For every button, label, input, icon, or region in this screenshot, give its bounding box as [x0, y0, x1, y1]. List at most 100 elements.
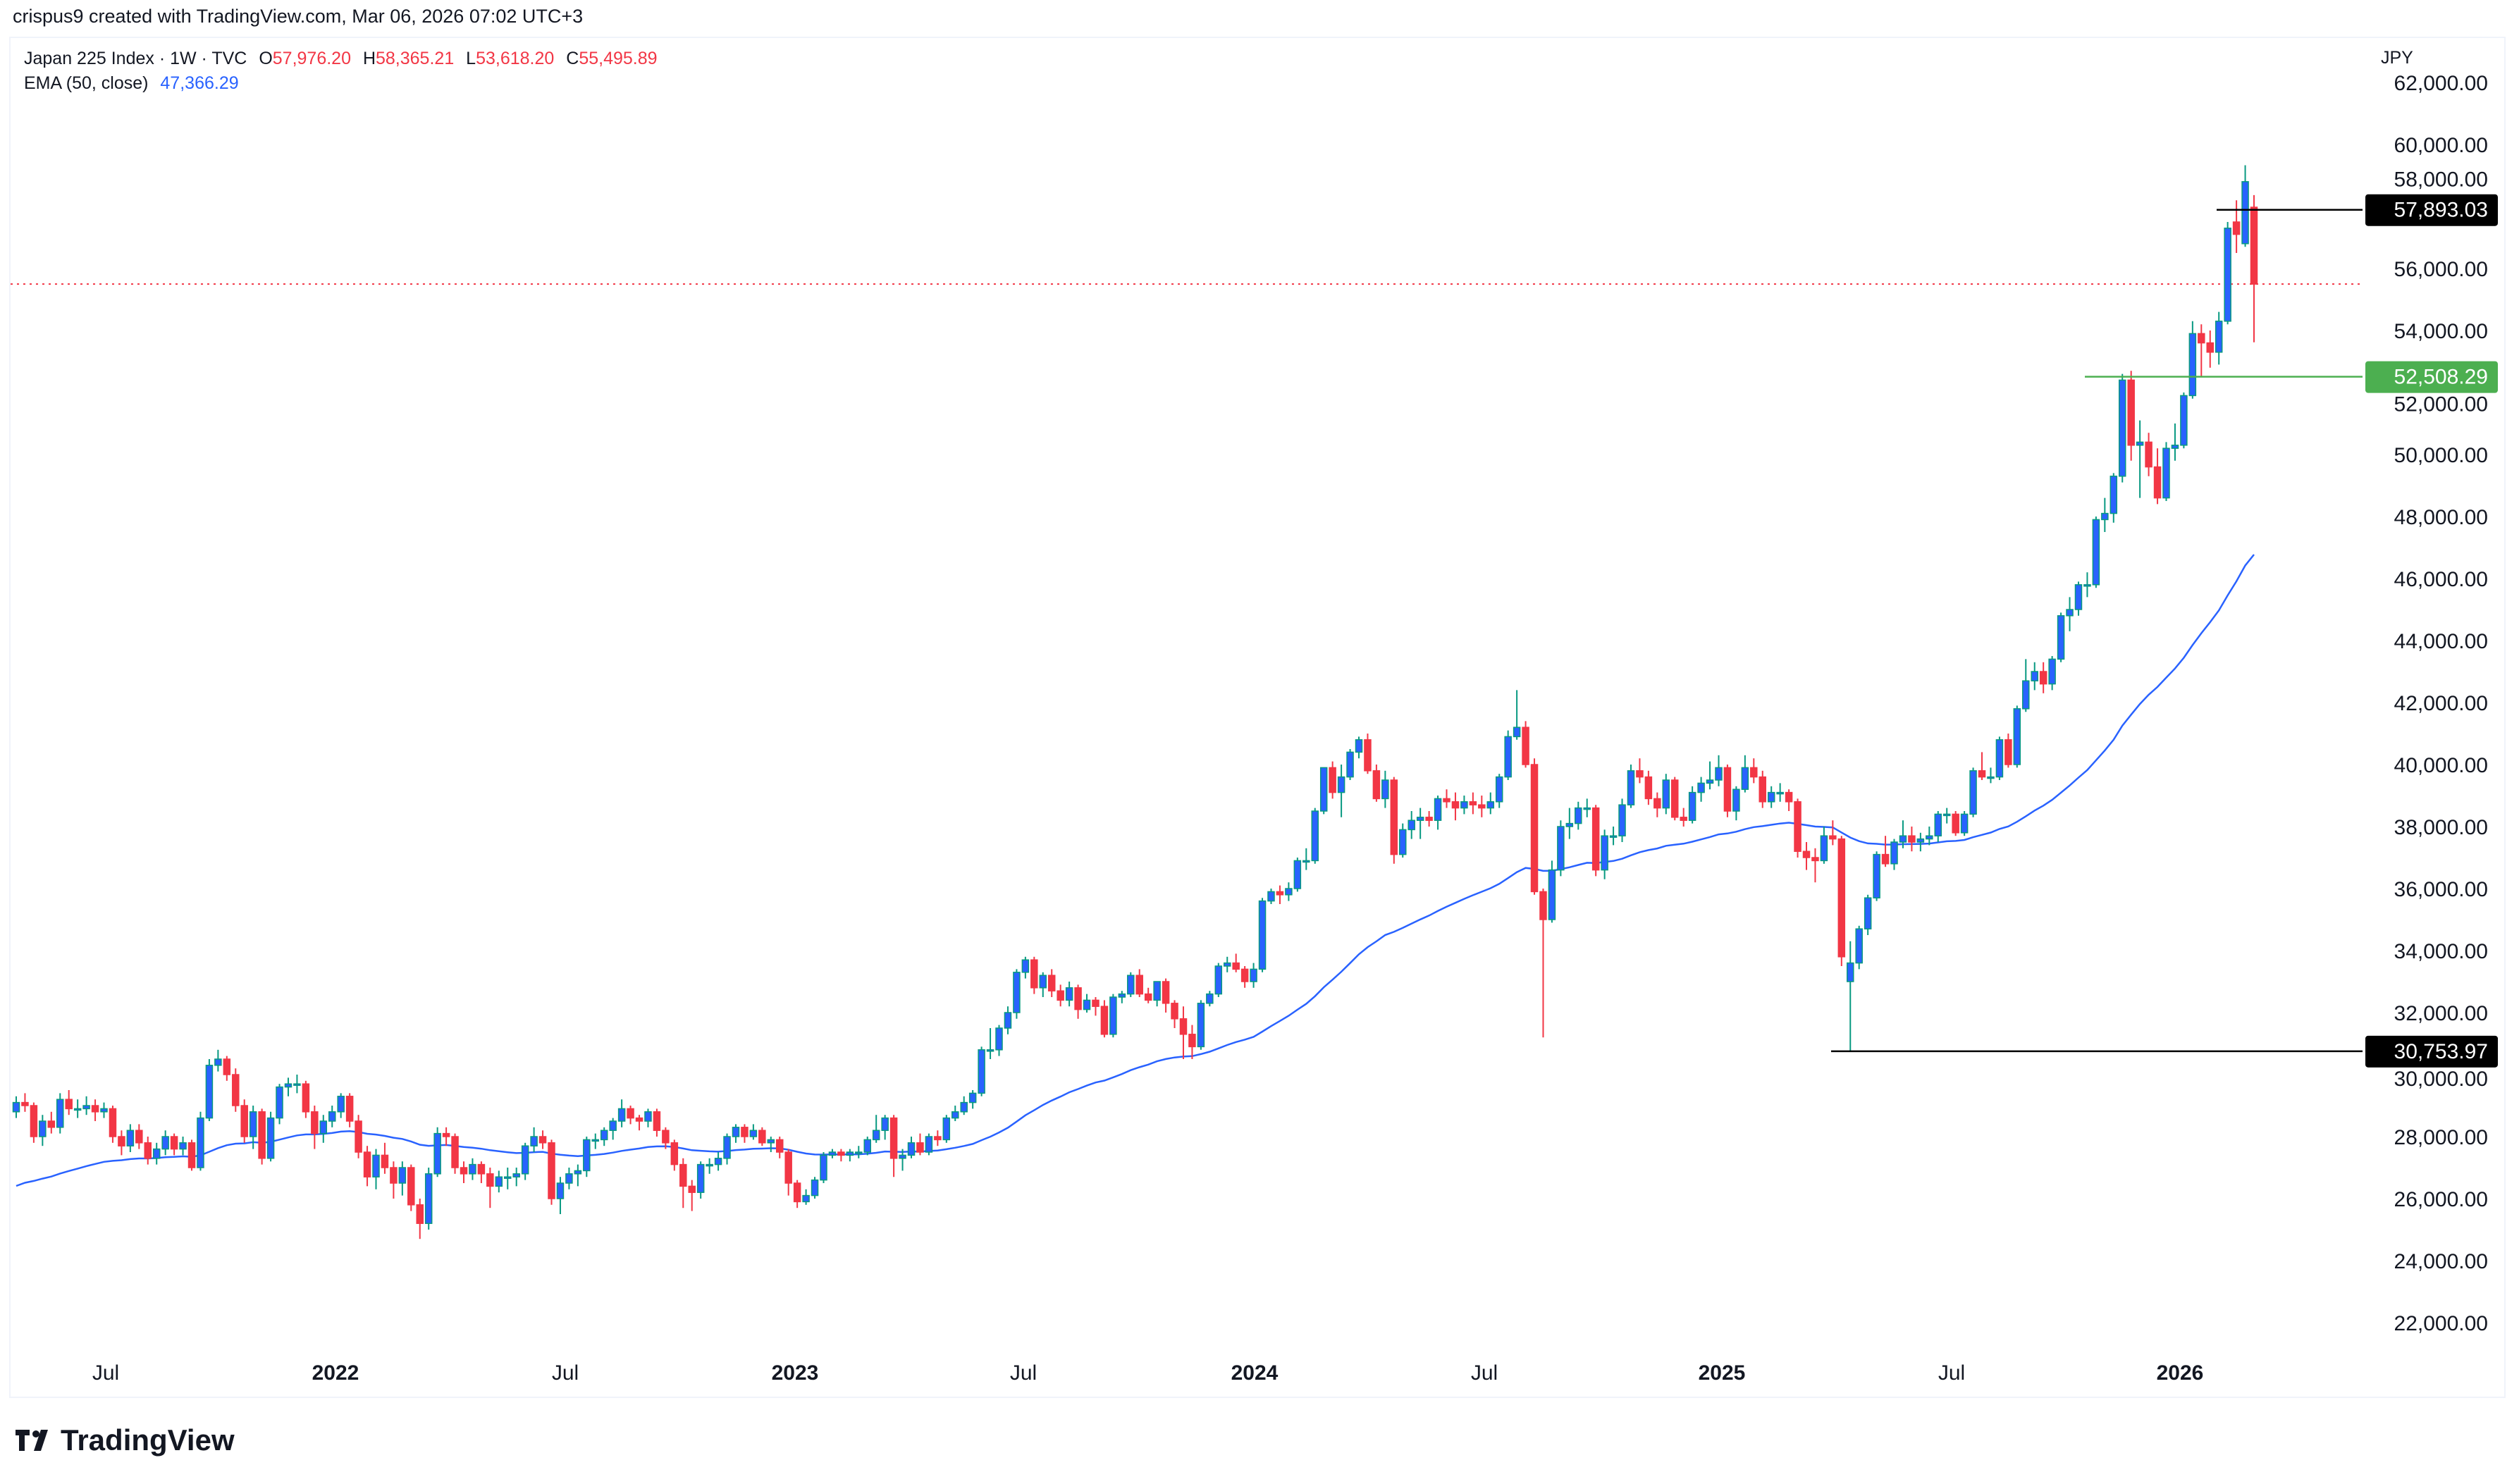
- candle[interactable]: [1802, 842, 1811, 870]
- candle[interactable]: [1425, 811, 1433, 827]
- candle[interactable]: [363, 1146, 371, 1187]
- candle[interactable]: [1899, 820, 1907, 848]
- candle[interactable]: [1408, 811, 1415, 839]
- candle[interactable]: [1706, 761, 1714, 790]
- candle[interactable]: [1539, 889, 1547, 1038]
- candle[interactable]: [1662, 774, 1670, 815]
- candle[interactable]: [249, 1106, 257, 1149]
- candle[interactable]: [538, 1130, 547, 1149]
- candle[interactable]: [73, 1099, 82, 1118]
- candle[interactable]: [1987, 767, 1995, 784]
- candle[interactable]: [1162, 978, 1170, 1013]
- candle[interactable]: [723, 1133, 731, 1165]
- candle[interactable]: [1030, 956, 1038, 994]
- candle[interactable]: [1311, 808, 1319, 864]
- candle[interactable]: [424, 1168, 433, 1230]
- candle[interactable]: [2153, 448, 2162, 505]
- candle[interactable]: [1837, 836, 1846, 966]
- candle[interactable]: [863, 1137, 871, 1156]
- candle[interactable]: [758, 1127, 766, 1146]
- candle[interactable]: [1688, 786, 1696, 824]
- candle[interactable]: [328, 1106, 336, 1127]
- candle[interactable]: [1109, 994, 1117, 1038]
- candle[interactable]: [276, 1084, 283, 1125]
- candle[interactable]: [1118, 991, 1126, 1003]
- candle[interactable]: [1258, 898, 1267, 972]
- candle[interactable]: [2232, 200, 2241, 253]
- candle[interactable]: [907, 1137, 916, 1158]
- candle[interactable]: [1960, 811, 1969, 836]
- candle[interactable]: [1750, 758, 1758, 784]
- candle[interactable]: [1548, 860, 1556, 923]
- candle[interactable]: [1399, 823, 1407, 858]
- candle[interactable]: [1829, 820, 1837, 846]
- candle[interactable]: [1319, 767, 1328, 815]
- candle[interactable]: [749, 1124, 758, 1140]
- candle[interactable]: [1820, 827, 1828, 864]
- candle[interactable]: [995, 1025, 1003, 1056]
- candle[interactable]: [617, 1099, 626, 1127]
- candle[interactable]: [1092, 997, 1100, 1016]
- candle[interactable]: [187, 1139, 196, 1171]
- candle[interactable]: [1557, 820, 1565, 877]
- candle[interactable]: [30, 1102, 38, 1143]
- candle[interactable]: [775, 1137, 784, 1158]
- candle[interactable]: [609, 1118, 617, 1140]
- candle[interactable]: [714, 1152, 722, 1171]
- candle[interactable]: [548, 1139, 555, 1205]
- candle[interactable]: [986, 1028, 994, 1059]
- candle[interactable]: [732, 1124, 740, 1143]
- candle[interactable]: [530, 1127, 538, 1152]
- candle[interactable]: [504, 1168, 512, 1189]
- candle[interactable]: [1039, 972, 1047, 997]
- candle[interactable]: [477, 1161, 486, 1183]
- candle[interactable]: [56, 1093, 64, 1134]
- candle[interactable]: [1978, 752, 1986, 780]
- candle[interactable]: [968, 1090, 977, 1109]
- candle[interactable]: [1065, 982, 1073, 1007]
- candle[interactable]: [2048, 656, 2056, 691]
- candle[interactable]: [2250, 194, 2258, 342]
- candle[interactable]: [214, 1049, 222, 1072]
- candle[interactable]: [2180, 392, 2188, 449]
- candle[interactable]: [1627, 765, 1635, 808]
- candle[interactable]: [1240, 966, 1249, 988]
- candle[interactable]: [1021, 956, 1030, 979]
- candle[interactable]: [179, 1137, 187, 1156]
- candle[interactable]: [1847, 941, 1854, 1051]
- candle[interactable]: [1469, 792, 1477, 815]
- candle[interactable]: [1670, 777, 1679, 821]
- candle[interactable]: [1864, 894, 1872, 935]
- candle[interactable]: [65, 1090, 73, 1115]
- candle[interactable]: [1504, 730, 1512, 780]
- candle[interactable]: [1364, 734, 1372, 774]
- candle[interactable]: [1697, 777, 1705, 802]
- candle[interactable]: [1223, 956, 1231, 972]
- candle[interactable]: [1794, 798, 1802, 858]
- candle[interactable]: [1513, 690, 1521, 740]
- candle[interactable]: [1644, 770, 1653, 805]
- candle[interactable]: [1232, 953, 1240, 972]
- candle[interactable]: [293, 1075, 301, 1094]
- candle[interactable]: [1083, 994, 1091, 1013]
- candle[interactable]: [1171, 1000, 1178, 1028]
- candle[interactable]: [1372, 765, 1381, 802]
- candle[interactable]: [398, 1161, 407, 1196]
- candle[interactable]: [1486, 792, 1495, 815]
- candle[interactable]: [1618, 798, 1626, 842]
- candle[interactable]: [47, 1111, 56, 1134]
- candle[interactable]: [1381, 770, 1389, 808]
- candle[interactable]: [925, 1133, 933, 1156]
- candle[interactable]: [1250, 963, 1257, 988]
- candle[interactable]: [433, 1127, 441, 1177]
- candle[interactable]: [1583, 798, 1591, 817]
- candle[interactable]: [960, 1096, 968, 1115]
- candle[interactable]: [512, 1168, 520, 1187]
- candle[interactable]: [820, 1152, 827, 1183]
- candle[interactable]: [1601, 829, 1608, 879]
- candle[interactable]: [1926, 827, 1933, 846]
- candle[interactable]: [381, 1142, 389, 1174]
- candle[interactable]: [1495, 774, 1503, 808]
- candle[interactable]: [565, 1168, 573, 1189]
